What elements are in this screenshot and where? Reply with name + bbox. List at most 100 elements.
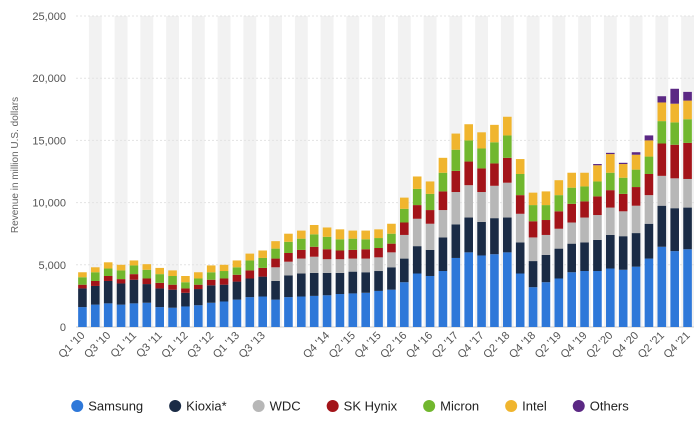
bar-segment-intel bbox=[206, 265, 216, 273]
bar-segment-wdc bbox=[670, 178, 679, 209]
bar-segment-kioxia bbox=[464, 217, 473, 253]
bar-segment-samsung bbox=[541, 282, 551, 327]
x-tick-label: Q1 '10 bbox=[56, 330, 87, 361]
y-axis-title: Revenue in million U.S. dollars bbox=[10, 97, 21, 233]
legend-item[interactable]: Others bbox=[572, 399, 630, 414]
bar-segment-kioxia bbox=[129, 279, 139, 304]
bar-segment-kioxia bbox=[631, 233, 641, 267]
legend-item[interactable]: Micron bbox=[423, 399, 479, 414]
bar-segment-sk-hynix bbox=[554, 211, 564, 229]
legend-swatch bbox=[572, 400, 585, 412]
bar-segment-intel bbox=[670, 103, 679, 123]
bar-segment-intel bbox=[644, 140, 654, 157]
x-tick-label: Q2 '21 bbox=[636, 330, 667, 361]
bar-segment-sk-hynix bbox=[528, 221, 538, 238]
bar-segment-wdc bbox=[438, 210, 448, 238]
bar-segment-wdc bbox=[374, 257, 383, 272]
bar-segment-samsung bbox=[142, 302, 152, 327]
legend-item[interactable]: WDC bbox=[252, 399, 301, 414]
bar-segment-kioxia bbox=[309, 272, 319, 296]
grid-band bbox=[217, 16, 231, 327]
legend-label: SK Hynix bbox=[344, 399, 398, 414]
bars bbox=[78, 88, 692, 327]
bar-segment-intel bbox=[168, 270, 177, 276]
y-tick-label: 10,000 bbox=[32, 198, 66, 210]
bar-segment-kioxia bbox=[657, 205, 667, 247]
bar-segment-micron bbox=[309, 234, 319, 247]
bar-segment-sk-hynix bbox=[181, 288, 190, 293]
bar-segment-kioxia bbox=[245, 278, 255, 298]
bar-segment-micron bbox=[657, 121, 667, 144]
bar-segment-wdc bbox=[297, 258, 306, 274]
bar-segment-sk-hynix bbox=[593, 196, 602, 216]
bar-segment-samsung bbox=[322, 295, 332, 327]
bar-segment-intel bbox=[258, 250, 267, 258]
bar-segment-intel bbox=[515, 159, 525, 174]
bar-segment-sk-hynix bbox=[103, 276, 113, 281]
bar-segment-micron bbox=[91, 272, 100, 281]
bar-segment-micron bbox=[194, 278, 203, 285]
bar-segment-wdc bbox=[580, 217, 589, 243]
bar-segment-samsung bbox=[490, 254, 499, 327]
bar-segment-wdc bbox=[503, 182, 512, 218]
bar-segment-samsung bbox=[503, 252, 512, 327]
bar-segment-micron bbox=[284, 241, 293, 253]
bar-segment-wdc bbox=[631, 205, 641, 234]
bar-segment-micron bbox=[528, 205, 538, 222]
bar-segment-kioxia bbox=[438, 237, 448, 272]
bar-segment-micron bbox=[219, 271, 229, 279]
bar-segment-micron bbox=[387, 233, 396, 244]
bar-segment-kioxia bbox=[580, 242, 589, 272]
legend-item[interactable]: Kioxia* bbox=[169, 399, 227, 414]
bar-segment-kioxia bbox=[528, 261, 538, 288]
bar-segment-sk-hynix bbox=[245, 270, 255, 279]
bar-segment-sk-hynix bbox=[348, 249, 358, 259]
bar-segment-sk-hynix bbox=[374, 248, 383, 258]
legend-item[interactable]: Samsung bbox=[71, 399, 143, 414]
bar-segment-micron bbox=[515, 173, 525, 196]
legend-label: Intel bbox=[522, 399, 547, 414]
bar-segment-kioxia bbox=[168, 289, 177, 308]
bar-segment-kioxia bbox=[335, 272, 345, 295]
bar-segment-intel bbox=[142, 264, 152, 270]
legend-item[interactable]: SK Hynix bbox=[326, 399, 398, 414]
bar-segment-sk-hynix bbox=[515, 195, 525, 214]
x-tick-label: Q4 '15 bbox=[353, 330, 384, 361]
bar-segment-intel bbox=[400, 197, 409, 209]
legend-item[interactable]: Intel bbox=[505, 399, 547, 414]
bar-segment-micron bbox=[142, 269, 152, 279]
bar-segment-sk-hynix bbox=[438, 191, 448, 211]
bar-segment-intel bbox=[309, 224, 319, 235]
bar-segment-wdc bbox=[683, 178, 692, 208]
bar-segment-micron bbox=[670, 122, 679, 145]
bar-segment-intel bbox=[348, 230, 358, 239]
y-tick-label: 0 bbox=[60, 322, 66, 334]
legend-label: Samsung bbox=[88, 399, 143, 414]
x-tick-label: Q1 '12 bbox=[159, 330, 190, 361]
bar-segment-micron bbox=[541, 205, 551, 221]
bar-segment-kioxia bbox=[644, 223, 654, 259]
bar-segment-sk-hynix bbox=[451, 170, 461, 193]
bar-segment-micron bbox=[580, 186, 589, 202]
bar-segment-samsung bbox=[451, 257, 461, 327]
bar-segment-intel bbox=[271, 241, 280, 249]
bar-segment-samsung bbox=[168, 307, 177, 327]
bar-segment-wdc bbox=[515, 213, 525, 243]
bar-segment-micron bbox=[78, 277, 87, 285]
bar-segment-kioxia bbox=[490, 218, 499, 255]
bar-segment-samsung bbox=[515, 273, 525, 327]
bar-segment-samsung bbox=[206, 302, 216, 327]
bar-segment-sk-hynix bbox=[644, 173, 654, 196]
x-tick-label: Q4 '14 bbox=[301, 330, 332, 361]
bar-segment-wdc bbox=[400, 234, 409, 259]
bar-segment-micron bbox=[232, 267, 242, 275]
bar-segment-samsung bbox=[155, 307, 164, 327]
bar-segment-intel bbox=[194, 272, 203, 279]
bar-segment-samsung bbox=[464, 252, 473, 327]
bar-segment-intel bbox=[541, 191, 551, 206]
bar-segment-samsung bbox=[232, 299, 242, 327]
bar-segment-kioxia bbox=[322, 272, 332, 296]
bar-segment-samsung bbox=[425, 276, 435, 327]
bar-segment-samsung bbox=[593, 271, 602, 327]
bar-segment-others bbox=[683, 91, 692, 101]
